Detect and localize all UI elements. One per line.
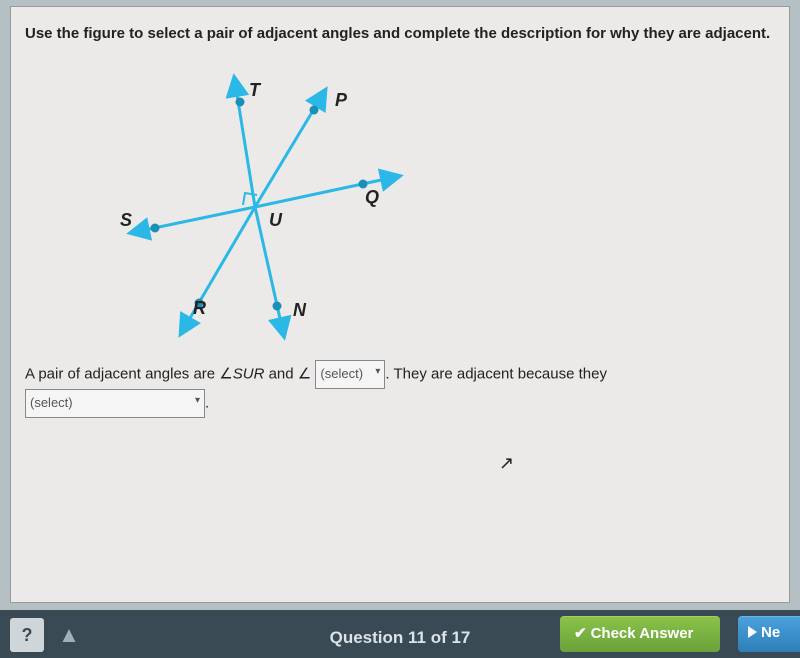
arrow-right-icon bbox=[748, 626, 757, 638]
select1-placeholder: (select) bbox=[320, 366, 363, 381]
figure-svg bbox=[65, 62, 485, 352]
point-label-N: N bbox=[293, 300, 306, 321]
point-label-T: T bbox=[249, 80, 260, 101]
check-icon: ✔ bbox=[574, 625, 587, 642]
question-panel: Use the figure to select a pair of adjac… bbox=[10, 6, 790, 603]
check-answer-button[interactable]: ✔Check Answer bbox=[560, 616, 720, 652]
point-label-U: U bbox=[269, 210, 282, 231]
angle-select-dropdown[interactable]: (select) ▾ bbox=[315, 360, 385, 389]
question-prompt: Use the figure to select a pair of adjac… bbox=[25, 25, 775, 42]
next-label: Ne bbox=[761, 624, 780, 641]
footer-bar: ? ▲ Question 11 of 17 ✔Check Answer Ne bbox=[0, 610, 800, 658]
point-label-Q: Q bbox=[365, 187, 379, 208]
help-button[interactable]: ? bbox=[10, 618, 44, 652]
cursor-icon: ↖ bbox=[499, 453, 514, 474]
point-label-P: P bbox=[335, 90, 347, 111]
point-label-R: R bbox=[193, 298, 206, 319]
fixed-angle-name: SUR bbox=[233, 365, 265, 382]
point-label-S: S bbox=[120, 210, 132, 231]
answer-sentence: A pair of adjacent angles are ∠SUR and ∠… bbox=[25, 360, 775, 418]
answer-period: . bbox=[205, 394, 209, 411]
angle-symbol-2: ∠ bbox=[298, 366, 311, 382]
chevron-down-icon: ▾ bbox=[375, 362, 380, 381]
select2-placeholder: (select) bbox=[30, 395, 73, 410]
reason-select-dropdown[interactable]: (select) ▾ bbox=[25, 389, 205, 418]
answer-after1: . They are adjacent because they bbox=[385, 365, 607, 382]
next-button[interactable]: Ne bbox=[738, 616, 800, 652]
warning-icon[interactable]: ▲ bbox=[52, 618, 86, 652]
geometry-figure: S Q T N P R U bbox=[65, 62, 485, 342]
check-label: Check Answer bbox=[591, 625, 694, 642]
answer-mid: and bbox=[264, 365, 297, 382]
angle-symbol: ∠ bbox=[219, 366, 232, 382]
question-counter: Question 11 of 17 bbox=[330, 628, 471, 648]
chevron-down-icon: ▾ bbox=[195, 391, 200, 410]
answer-prefix: A pair of adjacent angles are bbox=[25, 365, 219, 382]
